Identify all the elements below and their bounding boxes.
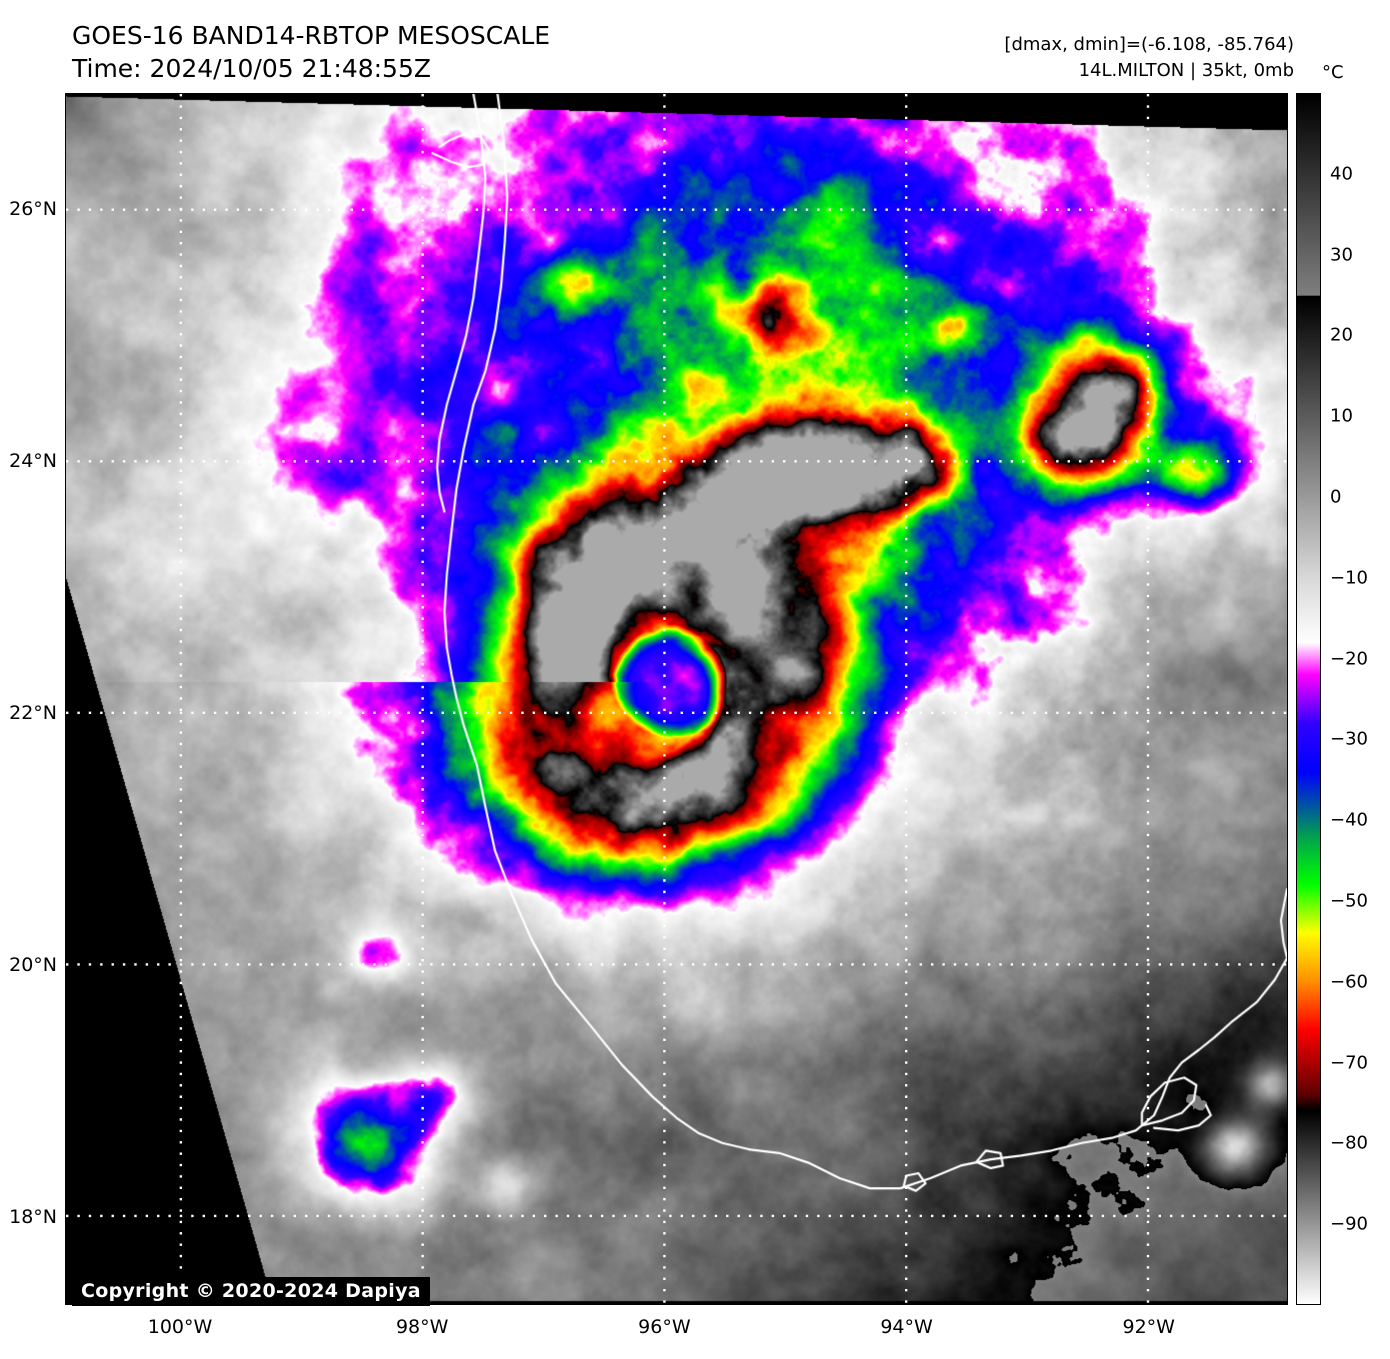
lat-tick-1: 24°N — [9, 449, 57, 472]
colorbar-tick-1: 30 — [1330, 244, 1353, 266]
colorbar-tick-9: −50 — [1330, 890, 1368, 912]
colorbar-tick-11: −70 — [1330, 1052, 1368, 1074]
lon-tick-0: 100°W — [147, 1316, 213, 1338]
colorbar-tick-8: −40 — [1330, 809, 1368, 831]
colorbar-tick-7: −30 — [1330, 728, 1368, 750]
lon-tick-1: 98°W — [395, 1316, 449, 1338]
dminmax-label: [dmax, dmin]=(-6.108, -85.764) — [1004, 34, 1294, 55]
colorbar-unit-label: °C — [1322, 62, 1344, 83]
colorbar-tick-2: 20 — [1330, 324, 1353, 346]
colorbar-tick-10: −60 — [1330, 971, 1368, 993]
satellite-image-plot[interactable] — [65, 93, 1288, 1305]
colorbar-tick-3: 10 — [1330, 405, 1353, 427]
colorbar-tick-12: −80 — [1330, 1132, 1368, 1154]
lon-tick-2: 96°W — [638, 1316, 691, 1338]
colorbar-tick-13: −90 — [1330, 1213, 1368, 1235]
lat-lon-grid — [66, 94, 1287, 1304]
metadata-block: [dmax, dmin]=(-6.108, -85.764) 14L.MILTO… — [1004, 32, 1294, 84]
copyright-watermark: Copyright © 2020-2024 Dapiya — [72, 1277, 430, 1306]
colorbar-gradient — [1297, 94, 1320, 1304]
lat-tick-3: 20°N — [9, 953, 57, 976]
lon-tick-3: 94°W — [880, 1316, 933, 1338]
temperature-colorbar[interactable] — [1296, 93, 1321, 1305]
colorbar-tick-4: 0 — [1330, 486, 1342, 508]
lon-tick-4: 92°W — [1122, 1316, 1175, 1338]
colorbar-tick-6: −20 — [1330, 648, 1368, 670]
lat-tick-2: 22°N — [9, 701, 57, 724]
page-title: GOES-16 BAND14-RBTOP MESOSCALE Time: 202… — [72, 20, 550, 85]
product-title: GOES-16 BAND14-RBTOP MESOSCALE — [72, 21, 551, 50]
timestamp: Time: 2024/10/05 21:48:55Z — [72, 53, 431, 83]
colorbar-tick-5: −10 — [1330, 567, 1368, 589]
satellite-imagery-canvas — [66, 94, 1287, 1304]
lat-tick-4: 18°N — [9, 1205, 57, 1228]
lat-tick-0: 26°N — [9, 197, 57, 220]
colorbar-tick-0: 40 — [1330, 163, 1353, 185]
storm-info-label: 14L.MILTON | 35kt, 0mb — [1078, 60, 1294, 82]
